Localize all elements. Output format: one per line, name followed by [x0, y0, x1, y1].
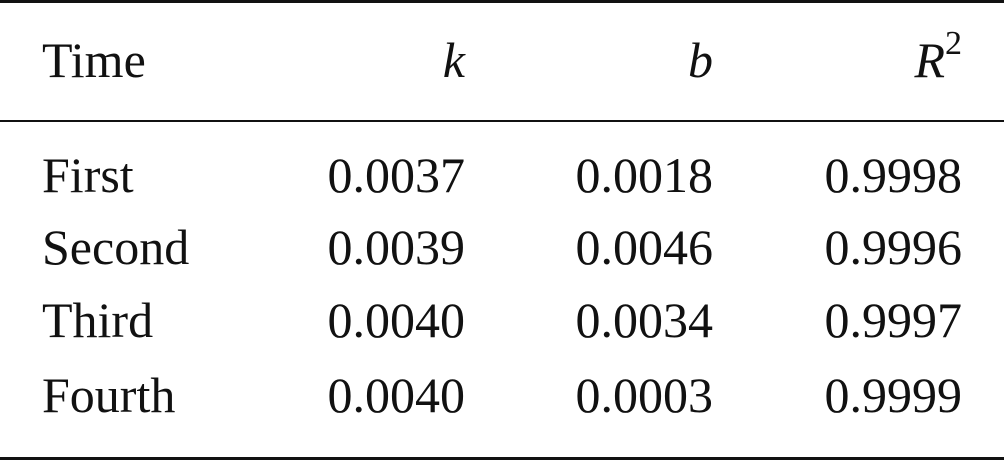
header-label: b: [688, 32, 713, 88]
header-rule: [0, 120, 1004, 122]
value-cell: 0.0018: [575, 147, 714, 203]
header-cell: k: [225, 30, 465, 90]
header-label: k: [442, 32, 465, 88]
header-cell: b: [473, 30, 713, 90]
value-cell: 0.0003: [575, 367, 714, 423]
value-cell: 0.0046: [575, 219, 714, 275]
header-label: R: [914, 32, 945, 88]
value-cell: 0.9998: [824, 147, 963, 203]
value-cell: 0.0037: [327, 147, 466, 203]
row-label: Second: [42, 219, 190, 275]
header-cell: R2: [722, 25, 962, 90]
value-cell: 0.0040: [327, 367, 466, 423]
top-rule: [0, 0, 1004, 3]
value-cell: 0.9999: [824, 367, 963, 423]
row-label: Fourth: [42, 367, 176, 423]
row-label: First: [42, 147, 134, 203]
value-cell: 0.0040: [327, 292, 466, 348]
value-cell: 0.0034: [575, 292, 714, 348]
value-cell: 0.0039: [327, 219, 466, 275]
bottom-rule: [0, 457, 1004, 460]
row-label: Third: [42, 292, 154, 348]
value-cell: 0.9996: [824, 219, 963, 275]
header-superscript: 2: [945, 25, 962, 62]
value-cell: 0.9997: [824, 292, 963, 348]
header-cell: Time: [42, 30, 146, 90]
header-label: Time: [42, 32, 146, 88]
